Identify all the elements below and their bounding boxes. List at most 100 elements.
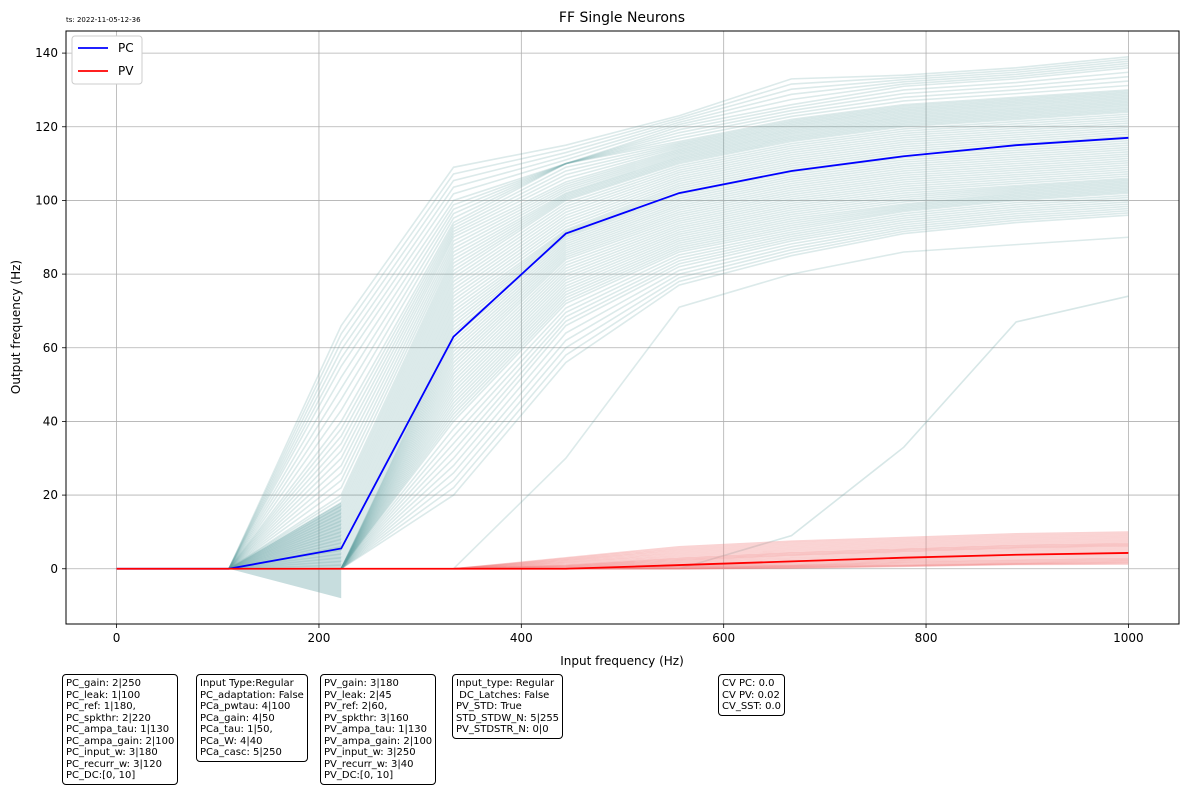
- pc-trial-line: [116, 111, 1129, 570]
- info-box-line: PC_ampa_gain: 2|100: [66, 735, 175, 747]
- info-box-line: STD_STDW_N: 5|255: [456, 712, 560, 724]
- x-axis-label: Input frequency (Hz): [560, 654, 684, 668]
- pc-trial-line: [116, 108, 1129, 570]
- info-box-cv-values: CV PC: 0.0 CV PV: 0.02 CV_SST: 0.0: [718, 674, 785, 716]
- pc-trial-line: [116, 84, 1129, 570]
- info-box-pv-params: PV_gain: 3|180 PV_leak: 2|45 PV_ref: 2|60,…: [320, 674, 437, 785]
- info-box-line: PV_ampa_gain: 2|100: [324, 735, 433, 747]
- pc-trial-line: [116, 58, 1129, 570]
- pc-trial-line: [116, 62, 1129, 570]
- pc-trial-line: [116, 97, 1129, 570]
- info-box-line: Input Type:Regular: [200, 678, 294, 689]
- info-box-line: PC_gain: 2|250: [66, 678, 141, 689]
- axis-ticks: 0 200 400 600 800 1000 0 20 40 60 80 100 120 140: [35, 46, 1144, 645]
- pc-trial-line: [116, 181, 1129, 570]
- info-box-line: PV_input_w: 3|250: [324, 747, 416, 758]
- x-tick-label: 200: [308, 631, 331, 645]
- pc-trial-line: [116, 135, 1129, 570]
- pc-trial-line: [116, 100, 1129, 570]
- pc-trial-line: [116, 115, 1129, 570]
- mean-lines: [116, 136, 1129, 570]
- x-tick-label: 400: [510, 631, 533, 645]
- info-box-line: PV_ref: 2|60,: [324, 701, 388, 712]
- y-tick-label: 20: [43, 488, 58, 502]
- pc-trial-line: [116, 137, 1129, 570]
- info-box-pc-params: PC_gain: 2|250 PC_leak: 1|100 PC_ref: 1|18…: [62, 674, 179, 785]
- info-box-line: PC_input_w: 3|180: [66, 747, 158, 758]
- y-tick-label: 60: [43, 341, 58, 355]
- pc-trial-line: [116, 128, 1129, 570]
- info-box-line: PCa_pwtau: 4|100: [200, 701, 291, 712]
- pc-band: [116, 502, 342, 599]
- grid: [66, 31, 1179, 624]
- info-box-line: PV_leak: 2|45: [324, 689, 392, 701]
- y-tick-label: 80: [43, 267, 58, 281]
- pc-trial-line: [116, 126, 1129, 570]
- y-tick-label: 0: [50, 562, 58, 576]
- pc-trial-line: [116, 92, 1129, 570]
- info-box-line: PV_gain: 3|180: [324, 678, 399, 689]
- pc-trial-line: [116, 124, 1129, 570]
- pc-trial-line: [116, 120, 1129, 570]
- info-box-adaptation-params: Input Type:Regular PC_adaptation: False PC…: [196, 674, 308, 762]
- info-box-line: PV_ampa_tau: 1|130: [324, 724, 427, 735]
- legend-pc-label: PC: [118, 41, 134, 55]
- info-box-line: PCa_tau: 1|50,: [200, 724, 273, 735]
- chart-title: FF Single Neurons: [559, 10, 685, 26]
- pc-trial-line: [116, 71, 1129, 570]
- info-box-line: PCa_W: 4|40: [200, 735, 263, 747]
- legend-pv-label: PV: [118, 64, 134, 78]
- info-box-line: CV PV: 0.02: [722, 689, 780, 701]
- info-box-line: DC_Latches: False: [456, 689, 550, 701]
- x-tick-label: 800: [915, 631, 938, 645]
- x-tick-label: 600: [712, 631, 735, 645]
- pc-trial-line: [116, 96, 1129, 570]
- info-box-line: CV PC: 0.0: [722, 678, 775, 689]
- pc-trial-line: [116, 55, 1129, 570]
- timestamp: ts: 2022-11-05-12-36: [66, 16, 141, 24]
- y-axis-label: Output frequency (Hz): [9, 260, 23, 394]
- pc-trial-line: [116, 102, 1129, 570]
- pc-trial-line: [116, 89, 1129, 570]
- pc-trial-line: [116, 90, 1129, 570]
- pc-trial-line: [116, 105, 1129, 570]
- info-box-line: PC_spkthr: 2|220: [66, 712, 151, 724]
- info-box-line: PCa_gain: 4|50: [200, 712, 275, 724]
- pc-trial-line: [116, 133, 1129, 570]
- pc-trial-line: [116, 75, 1129, 570]
- pc-trial-line: [116, 93, 1129, 570]
- pc-trial-line: [116, 99, 1129, 570]
- info-box-line: PV_STDSTR_N: 0|0: [456, 724, 549, 735]
- x-tick-label: 1000: [1113, 631, 1144, 645]
- pc-trial-line: [116, 212, 1129, 570]
- info-box-line: PC_ref: 1|180,: [66, 701, 136, 712]
- info-box-line: PC_leak: 1|100: [66, 689, 141, 701]
- pc-trial-line: [116, 122, 1129, 570]
- info-box-line: PV_STD: True: [456, 701, 522, 712]
- y-tick-label: 40: [43, 414, 58, 428]
- pc-trial-line: [116, 60, 1129, 570]
- pc-trial-line: [116, 131, 1129, 570]
- y-tick-label: 140: [35, 46, 58, 60]
- info-box-line: Input_type: Regular: [456, 678, 555, 689]
- info-box-line: PV_recurr_w: 3|40: [324, 758, 414, 770]
- info-box-line: PC_adaptation: False: [200, 689, 304, 701]
- pc-trial-line: [116, 117, 1129, 570]
- pc-trial-line: [116, 80, 1129, 570]
- info-box-line: PCa_casc: 5|250: [200, 747, 282, 758]
- pc-trial-line: [116, 106, 1129, 570]
- pv-mean-line: [116, 552, 1129, 570]
- pc-trial-line: [116, 103, 1129, 570]
- pc-trial-line: [116, 142, 1129, 570]
- pc-trial-line: [116, 109, 1129, 570]
- pc-trial-line: [116, 113, 1129, 570]
- info-box-line: PC_ampa_tau: 1|130: [66, 724, 170, 735]
- y-tick-label: 100: [35, 193, 58, 207]
- info-box-line: PC_recurr_w: 3|120: [66, 758, 162, 770]
- info-box-line: PC_DC:[0, 10]: [66, 770, 136, 781]
- y-tick-label: 120: [35, 120, 58, 134]
- plot-frame: [65, 30, 1180, 625]
- info-box-input-params: Input_type: Regular DC_Latches: False PV_…: [452, 674, 564, 739]
- info-box-line: PV_spkthr: 3|160: [324, 712, 409, 724]
